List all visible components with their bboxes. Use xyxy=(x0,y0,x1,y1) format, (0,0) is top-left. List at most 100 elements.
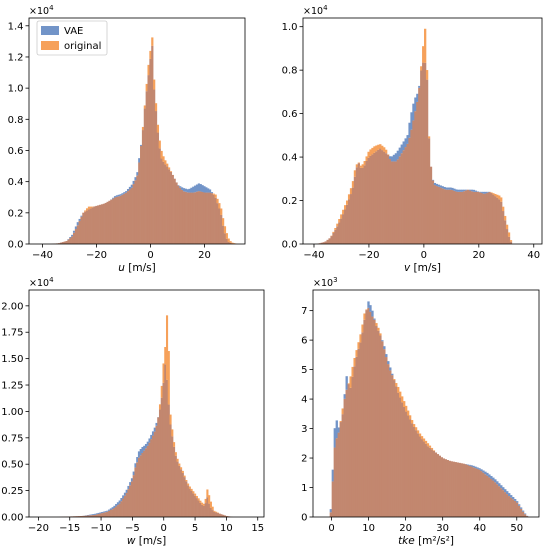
bar-overlap xyxy=(442,458,445,517)
bar-overlap xyxy=(185,481,188,517)
bar-vae xyxy=(369,305,372,312)
x-tick-label: −20 xyxy=(86,250,107,261)
bar-vae xyxy=(385,354,388,358)
bar-overlap xyxy=(486,192,489,244)
bar-overlap xyxy=(444,459,447,517)
bar-overlap xyxy=(125,492,128,517)
bar-overlap xyxy=(74,229,78,244)
bar-vae xyxy=(120,498,123,502)
bar-vae xyxy=(117,194,120,197)
bar-vae xyxy=(205,187,208,193)
bar-overlap xyxy=(146,445,149,517)
bar-overlap xyxy=(446,460,449,517)
bar-overlap xyxy=(470,191,474,244)
bar-overlap xyxy=(420,439,424,517)
bar-original xyxy=(216,198,219,204)
x-tick-label: −20 xyxy=(358,250,379,261)
bar-overlap xyxy=(156,132,160,244)
bar-overlap xyxy=(424,443,428,517)
bar-original xyxy=(341,408,344,415)
y-tick-label: 0 xyxy=(301,513,307,524)
bar-original xyxy=(498,195,501,200)
bar-vae xyxy=(464,189,468,191)
bar-original xyxy=(403,401,406,408)
bar-vae xyxy=(121,193,124,195)
y-multiplier: ×104 xyxy=(29,276,54,289)
bar-overlap xyxy=(176,461,179,517)
bar-original xyxy=(201,502,204,505)
bar-original xyxy=(349,376,352,388)
bar-vae xyxy=(387,361,390,365)
bar-overlap xyxy=(402,150,405,244)
bar-vae xyxy=(111,507,114,510)
bar-original xyxy=(181,470,184,473)
y-tick-label: 1.50 xyxy=(1,354,23,365)
bar-overlap xyxy=(492,194,495,244)
bar-original xyxy=(418,433,422,437)
bar-vae xyxy=(447,187,450,190)
bar-original xyxy=(422,438,426,442)
bar-original xyxy=(377,144,380,150)
y-tick-label: 1.75 xyxy=(1,328,23,339)
bar-vae xyxy=(480,469,483,472)
bar-overlap xyxy=(425,79,429,244)
bar-overlap xyxy=(480,471,483,517)
bar-vae xyxy=(138,158,141,163)
bar-overlap xyxy=(373,152,376,244)
bar-overlap xyxy=(361,167,364,244)
bar-overlap xyxy=(353,176,357,244)
bar-overlap xyxy=(63,241,66,244)
bar-vae xyxy=(97,512,100,514)
bar-overlap xyxy=(104,512,107,517)
bar-overlap xyxy=(414,111,417,244)
bar-vae xyxy=(492,477,495,481)
bar-vae xyxy=(184,188,187,192)
bar-overlap xyxy=(99,204,102,244)
bar-vae xyxy=(190,187,193,193)
bar-overlap xyxy=(143,108,146,244)
bar-overlap xyxy=(123,193,126,244)
bar-original xyxy=(397,386,400,393)
bar-overlap xyxy=(201,191,204,244)
bar-overlap xyxy=(401,402,404,517)
bar-overlap xyxy=(207,192,210,244)
bar-overlap xyxy=(179,187,182,244)
bar-overlap xyxy=(164,164,167,244)
bar-original xyxy=(401,396,404,403)
bar-overlap xyxy=(381,150,384,244)
bar-overlap xyxy=(359,342,362,517)
bar-overlap xyxy=(399,397,402,517)
bar-vae xyxy=(490,476,493,479)
bar-overlap xyxy=(158,409,162,517)
bar-overlap xyxy=(183,477,186,517)
bar-overlap xyxy=(347,384,350,517)
bar-vae xyxy=(451,187,454,191)
bar-vae xyxy=(99,512,102,514)
bar-original xyxy=(377,327,380,331)
bar-original xyxy=(395,383,398,387)
bar-overlap xyxy=(408,419,412,517)
bar-vae xyxy=(74,226,78,230)
bar-vae xyxy=(519,507,523,509)
bar-overlap xyxy=(85,515,88,517)
bar-overlap xyxy=(166,166,169,244)
bar-overlap xyxy=(505,229,509,244)
bar-vae xyxy=(92,514,95,516)
bar-vae xyxy=(482,191,485,194)
bar-overlap xyxy=(383,151,386,244)
bar-overlap xyxy=(143,450,146,517)
bar-vae xyxy=(337,427,340,433)
bar-overlap xyxy=(397,392,400,517)
bar-original xyxy=(141,126,145,131)
bar-original xyxy=(385,149,388,154)
bar-vae xyxy=(208,189,212,193)
bar-overlap xyxy=(76,516,79,517)
bar-original xyxy=(164,347,167,365)
axes-frame xyxy=(302,17,543,245)
bar-overlap xyxy=(89,208,92,244)
bar-overlap xyxy=(130,187,133,244)
x-tick-label: 30 xyxy=(436,523,449,534)
bar-overlap xyxy=(119,195,122,244)
bar-original xyxy=(174,452,177,456)
bar-vae xyxy=(431,179,435,181)
